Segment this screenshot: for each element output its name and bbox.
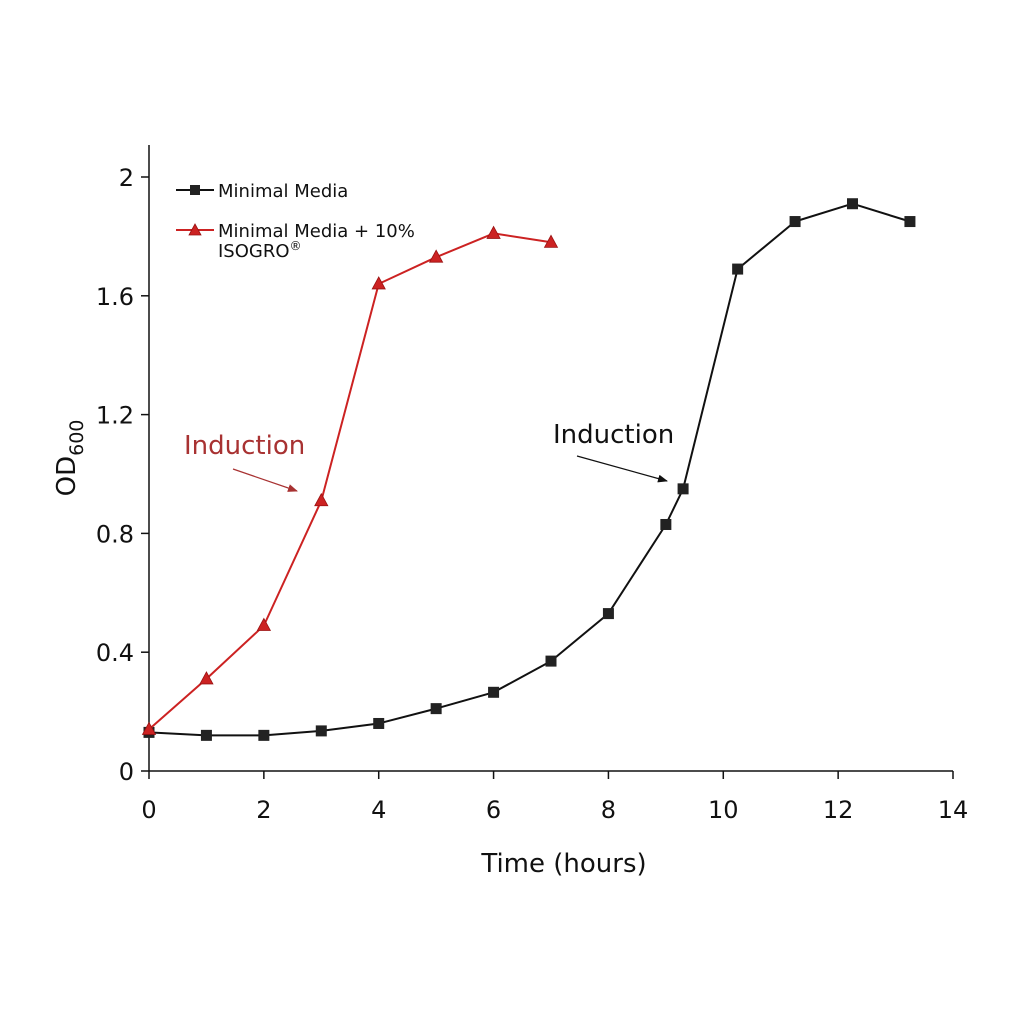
y-tick-label: 1.6 (96, 283, 134, 311)
x-tick-label: 0 (141, 796, 156, 824)
legend-label-isogro-brand: ISOGRO (218, 241, 290, 262)
legend-label-isogro: Minimal Media + 10% (218, 221, 415, 242)
axis-ticks (141, 176, 954, 779)
data-point-square (789, 216, 801, 228)
x-tick-label: 12 (823, 796, 854, 824)
x-tick-label: 2 (256, 796, 271, 824)
x-tick-label: 6 (486, 796, 501, 824)
data-point-square (200, 729, 212, 741)
y-axis-title: OD600 (52, 420, 88, 497)
y-axis-title-main: OD (52, 456, 82, 497)
data-point-square (904, 216, 916, 228)
annotation-arrow-isogro (232, 468, 298, 492)
series-minimal-media-isogro (141, 225, 559, 735)
y-axis-title-subscript: 600 (66, 420, 88, 456)
data-point-square (315, 725, 327, 737)
y-tick-label: 2 (119, 164, 134, 192)
series-line (148, 202, 911, 737)
data-point-square (677, 483, 689, 495)
x-tick-label: 8 (601, 796, 616, 824)
legend-marker-triangle (188, 223, 202, 236)
legend-label-registered-mark: ® (290, 239, 302, 253)
data-point-square (373, 717, 385, 729)
x-tick-label: 10 (708, 796, 739, 824)
legend-label-isogro-line2: ISOGRO® (218, 239, 302, 262)
data-point-square (545, 655, 557, 667)
data-point-square (602, 608, 614, 620)
data-point-triangle (314, 492, 329, 507)
axes (148, 145, 953, 772)
data-point-triangle (256, 617, 272, 631)
x-tick-label: 4 (371, 796, 386, 824)
annotations: Induction Induction (184, 420, 674, 492)
data-point-triangle (486, 225, 501, 239)
data-point-square (430, 703, 442, 715)
data-point-triangle (543, 234, 559, 248)
series-minimal-media (143, 198, 916, 741)
y-tick-label: 0.8 (96, 520, 134, 548)
series-layer (141, 198, 916, 741)
data-point-square (488, 686, 500, 698)
data-point-triangle (199, 671, 214, 685)
annotation-induction-minimal: Induction (553, 420, 674, 450)
x-tick-label: 14 (938, 796, 969, 824)
x-axis-title: Time (hours) (480, 849, 646, 879)
data-point-triangle (141, 721, 157, 735)
data-point-triangle (371, 276, 386, 290)
data-point-triangle (428, 249, 444, 263)
annotation-arrow-minimal (576, 455, 668, 483)
data-point-square (660, 518, 672, 530)
legend: Minimal Media Minimal Media + 10% ISOGRO… (176, 181, 415, 262)
legend-label-minimal-media: Minimal Media (218, 181, 348, 202)
y-tick-label: 0.4 (96, 639, 134, 667)
data-point-square (847, 198, 858, 210)
annotation-induction-isogro: Induction (184, 431, 305, 461)
legend-marker-square (190, 185, 200, 195)
data-point-square (258, 729, 270, 741)
axis-tick-labels: 0 2 4 6 8 10 12 14 0 0.4 0.8 1.2 1.6 2 (96, 164, 968, 824)
y-tick-label: 0 (119, 758, 134, 786)
series-line (148, 232, 552, 731)
data-point-square (732, 263, 744, 275)
y-tick-label: 1.2 (96, 402, 134, 430)
